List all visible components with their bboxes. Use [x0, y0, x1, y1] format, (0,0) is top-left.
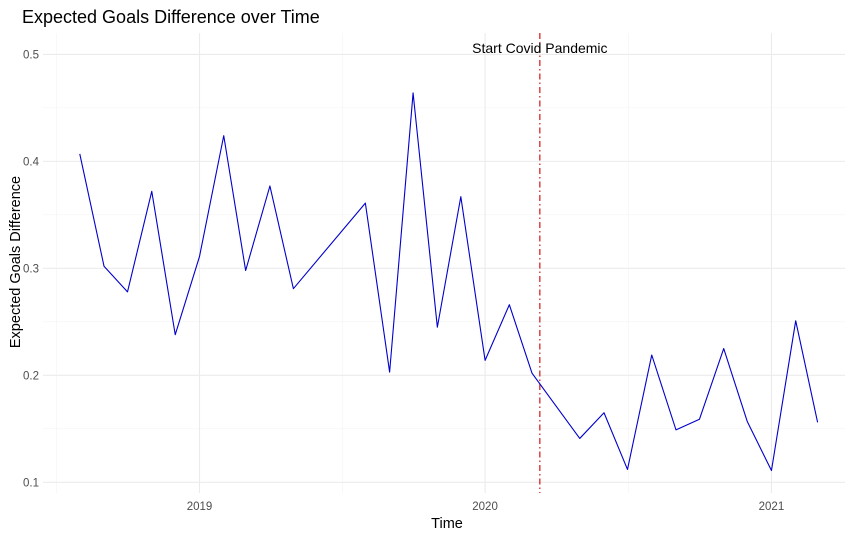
y-tick-label: 0.5 [23, 49, 39, 61]
x-axis-title: Time [431, 516, 463, 532]
chart-title: Expected Goals Difference over Time [22, 7, 320, 27]
x-tick-label: 2019 [187, 501, 213, 513]
y-tick-label: 0.1 [23, 477, 39, 489]
covid-annotation-label: Start Covid Pandemic [472, 40, 607, 56]
series [79, 92, 819, 472]
y-tick-label: 0.4 [23, 156, 40, 168]
grid [43, 33, 845, 493]
series-line [79, 92, 819, 472]
y-tick-label: 0.3 [23, 263, 39, 275]
y-axis-title: Expected Goals Difference [8, 176, 24, 348]
x-tick-label: 2020 [472, 501, 498, 513]
x-axis-ticks: 2019 2020 2021 [187, 501, 785, 513]
covid-annotation: Start Covid Pandemic [472, 33, 608, 493]
y-tick-label: 0.2 [23, 370, 39, 382]
y-axis-ticks: 0.1 0.2 0.3 0.4 0.5 [23, 49, 40, 489]
x-tick-label: 2021 [759, 501, 785, 513]
